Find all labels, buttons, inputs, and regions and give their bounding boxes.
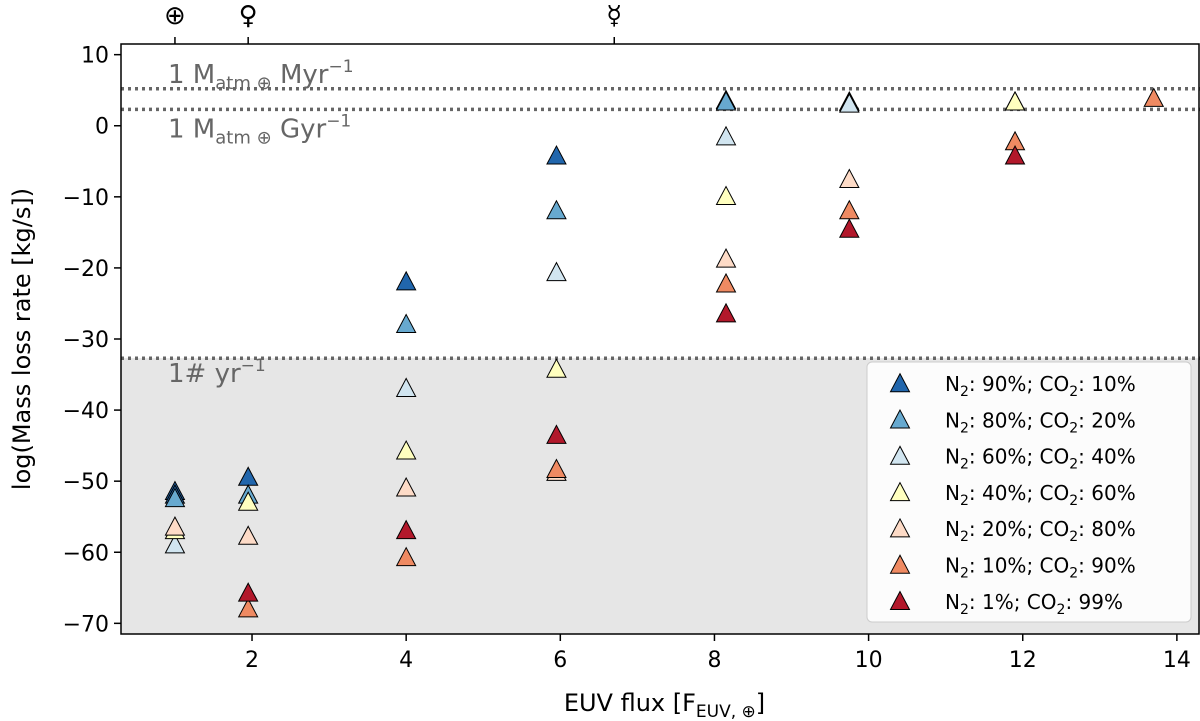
data-point	[715, 248, 737, 268]
x-tick-label: 8	[707, 648, 721, 673]
data-point	[1004, 144, 1026, 165]
data-point	[1004, 90, 1026, 111]
y-tick-label: −60	[63, 541, 109, 566]
reference-label: 1# yr−1	[168, 356, 266, 389]
legend-entry: N2: 1%; CO2: 99%	[945, 590, 1123, 618]
legend-entry: N2: 10%; CO2: 90%	[945, 554, 1136, 582]
data-point	[546, 144, 567, 165]
x-axis-label: EUV flux [FEUV, ⊕]	[564, 689, 765, 721]
legend-entry: N2: 90%; CO2: 10%	[945, 372, 1136, 400]
data-point	[164, 487, 186, 508]
legend-marker	[889, 408, 911, 429]
y-tick-label: −30	[63, 328, 109, 353]
data-point	[546, 424, 567, 444]
data-point	[1143, 87, 1165, 107]
data-point	[395, 377, 417, 397]
data-point	[164, 516, 186, 536]
reference-label: 1 Matm ⊕ Myr−1	[168, 57, 354, 94]
legend-marker	[889, 554, 911, 574]
x-tick-label: 4	[399, 648, 413, 673]
x-tick-label: 2	[245, 648, 259, 673]
y-axis-label: log(Mass loss rate [kg/s])	[8, 188, 36, 490]
y-tick-label: 10	[81, 44, 109, 69]
data-point	[838, 199, 860, 220]
y-tick-label: −40	[63, 399, 109, 424]
data-point	[838, 218, 860, 238]
legend-marker	[889, 590, 911, 610]
data-point	[395, 439, 417, 460]
data-point	[395, 313, 417, 333]
x-tick-label: 14	[1163, 648, 1191, 673]
data-point	[164, 533, 186, 554]
x-tick-label: 10	[855, 648, 883, 673]
planet-symbol: ⊕	[164, 1, 186, 31]
data-point	[546, 261, 567, 282]
x-tick-label: 6	[553, 648, 567, 673]
y-tick-label: −50	[63, 470, 109, 495]
legend-entry: N2: 60%; CO2: 40%	[945, 445, 1136, 473]
legend-marker	[889, 445, 911, 465]
legend-box	[866, 361, 1192, 623]
x-tick-label: 12	[1009, 648, 1037, 673]
y-tick-label: 0	[95, 115, 109, 140]
data-point	[395, 546, 417, 567]
data-point	[838, 93, 860, 113]
legend-entry: N2: 80%; CO2: 20%	[945, 408, 1136, 436]
planet-symbol: ☿	[606, 1, 622, 31]
legend-marker	[889, 372, 911, 393]
y-tick-label: −10	[63, 186, 109, 211]
legend-entry: N2: 40%; CO2: 60%	[945, 481, 1136, 509]
data-point	[237, 491, 259, 511]
y-tick-label: −20	[63, 257, 109, 282]
legend-entry: N2: 20%; CO2: 80%	[945, 517, 1136, 545]
data-point	[546, 458, 567, 478]
data-point	[838, 168, 860, 188]
data-point	[237, 525, 259, 545]
data-markers	[164, 87, 1165, 618]
data-point	[715, 125, 737, 146]
data-point	[237, 582, 259, 602]
data-point	[395, 476, 417, 497]
data-point	[715, 272, 737, 293]
data-point	[546, 199, 567, 220]
data-point	[395, 519, 417, 540]
legend-marker	[889, 481, 911, 502]
y-tick-label: −70	[63, 612, 109, 637]
reference-lines: 1 Matm ⊕ Myr−1 1 Matm ⊕ Gyr−1 1# yr−1	[121, 57, 1200, 389]
data-point	[715, 302, 737, 323]
planet-symbol: ♀	[239, 1, 258, 31]
top-planet-markers: ⊕ ♀ ☿	[164, 1, 622, 44]
data-point	[237, 597, 259, 618]
legend-marker	[889, 517, 911, 538]
data-point	[715, 185, 737, 206]
reference-label: 1 Matm ⊕ Gyr−1	[168, 111, 351, 148]
data-point	[546, 358, 567, 378]
data-point	[395, 270, 417, 291]
legend: N2: 90%; CO2: 10% N2: 80%; CO2: 20% N2: 60…	[866, 361, 1192, 623]
data-point	[715, 90, 737, 111]
axes: 2 4 6 8 10 12 14 10 0 −10 −20 −30 −40 −50 −60 −70 EUV fl…	[8, 43, 1200, 721]
